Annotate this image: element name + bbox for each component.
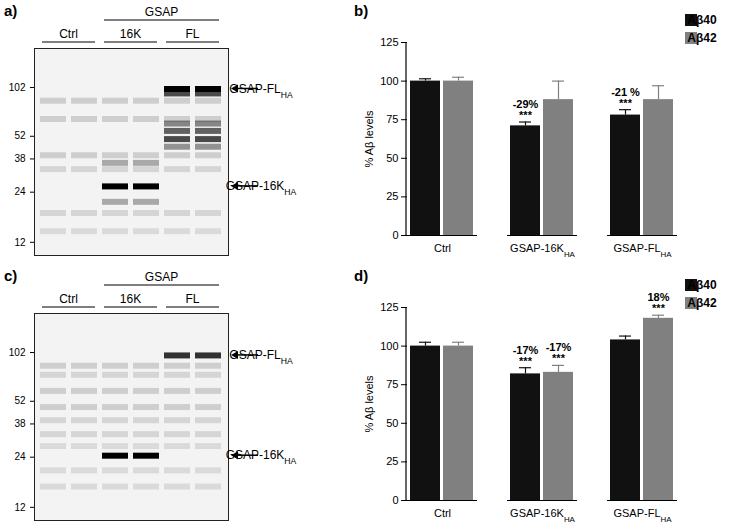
svg-text:GSAP-FLHA: GSAP-FLHA [613, 507, 672, 524]
svg-text:25: 25 [386, 190, 398, 202]
svg-text:FL: FL [185, 27, 199, 41]
svg-text:GSAP: GSAP [145, 5, 178, 19]
svg-text:24: 24 [14, 186, 26, 197]
html-text:a): a) [4, 2, 18, 19]
svg-text:0: 0 [392, 229, 398, 241]
svg-text:Aβ42: Aβ42 [687, 296, 717, 310]
svg-text:-17%***: -17%*** [513, 344, 539, 367]
svg-text:50: 50 [386, 152, 398, 164]
svg-text:102: 102 [9, 347, 26, 358]
svg-text:GSAP-16KHA: GSAP-16KHA [510, 242, 576, 259]
svg-text:52: 52 [14, 130, 26, 141]
svg-text:0: 0 [392, 494, 398, 506]
svg-text:GSAP-16KHA: GSAP-16KHA [226, 179, 297, 197]
svg-text:GSAP-FLHA: GSAP-FLHA [229, 82, 293, 100]
svg-text:12: 12 [14, 502, 26, 513]
svg-text:16K: 16K [120, 292, 141, 306]
svg-text:Aβ42: Aβ42 [687, 31, 717, 45]
svg-text:GSAP-16KHA: GSAP-16KHA [510, 507, 576, 524]
svg-text:102: 102 [9, 82, 26, 93]
html-text:b): b) [354, 2, 369, 19]
svg-text:Aβ40: Aβ40 [687, 278, 717, 292]
svg-text:125: 125 [380, 301, 398, 313]
svg-text:GSAP: GSAP [145, 270, 178, 284]
svg-text:% Aβ levels: % Aβ levels [363, 375, 375, 433]
html-text:c): c) [4, 267, 18, 284]
svg-text:-29%***: -29%*** [513, 98, 539, 121]
svg-text:12: 12 [14, 237, 26, 248]
svg-text:100: 100 [380, 75, 398, 87]
svg-text:75: 75 [386, 378, 398, 390]
svg-text:Ctrl: Ctrl [434, 507, 451, 519]
svg-text:GSAP-FLHA: GSAP-FLHA [613, 242, 672, 259]
svg-text:100: 100 [380, 340, 398, 352]
svg-text:Ctrl: Ctrl [59, 292, 78, 306]
svg-text:Ctrl: Ctrl [434, 242, 451, 254]
svg-text:GSAP-FLHA: GSAP-FLHA [229, 348, 293, 366]
svg-text:125: 125 [380, 36, 398, 48]
svg-text:% Aβ levels: % Aβ levels [363, 110, 375, 168]
svg-text:Aβ40: Aβ40 [687, 13, 717, 27]
svg-text:50: 50 [386, 417, 398, 429]
svg-text:52: 52 [14, 395, 26, 406]
svg-text:24: 24 [14, 451, 26, 462]
svg-text:FL: FL [185, 292, 199, 306]
svg-text:-21 %***: -21 %*** [611, 86, 640, 109]
html-text:d): d) [354, 267, 369, 284]
svg-text:75: 75 [386, 113, 398, 125]
svg-text:Ctrl: Ctrl [59, 27, 78, 41]
svg-text:38: 38 [14, 153, 26, 164]
svg-text:18%***: 18%*** [647, 291, 669, 314]
svg-text:GSAP-16KHA: GSAP-16KHA [226, 448, 297, 466]
svg-text:25: 25 [386, 455, 398, 467]
svg-text:16K: 16K [120, 27, 141, 41]
svg-text:-17%***: -17%*** [546, 341, 572, 364]
svg-text:38: 38 [14, 418, 26, 429]
